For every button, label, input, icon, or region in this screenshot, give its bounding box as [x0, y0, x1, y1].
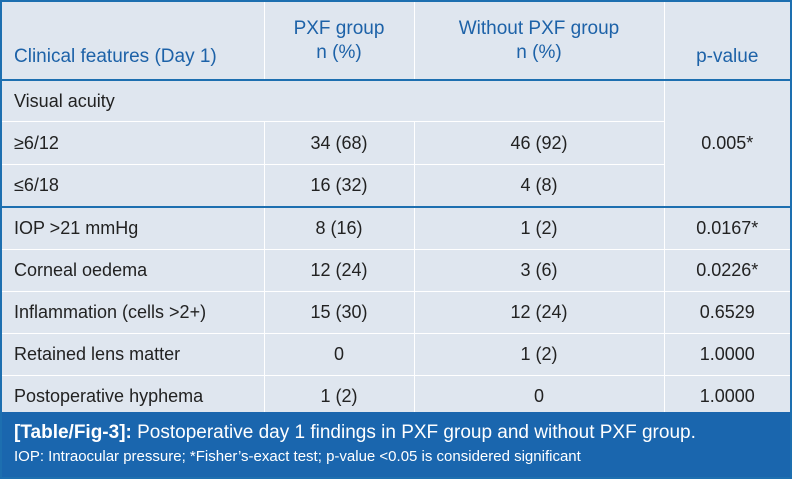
cell-without-pxf: 12 (24): [414, 291, 665, 334]
table-row: IOP >21 mmHg 8 (16) 1 (2) 0.0167*: [2, 207, 790, 250]
cell-pxf: 1 (2): [264, 375, 415, 417]
section-label-visual-acuity: Visual acuity: [2, 80, 665, 122]
figure-caption: [Table/Fig-3]: Postoperative day 1 findi…: [2, 412, 790, 477]
table-row: Corneal oedema 12 (24) 3 (6) 0.0226*: [2, 249, 790, 292]
table-row: Retained lens matter 0 1 (2) 1.0000: [2, 333, 790, 376]
caption-footnote: IOP: Intraocular pressure; *Fisher’s-exa…: [14, 448, 581, 465]
header-pxf-group: PXF group n (%): [264, 2, 415, 81]
table-row: ≥6/12 34 (68) 46 (92): [2, 121, 790, 165]
cell-without-pxf: 1 (2): [414, 333, 665, 376]
header-without-pxf-group: Without PXF group n (%): [414, 2, 665, 81]
cell-pxf: 12 (24): [264, 249, 415, 292]
cell-label: Inflammation (cells >2+): [2, 291, 265, 334]
cell-without-pxf: 3 (6): [414, 249, 665, 292]
cell-without-pxf: 4 (8): [414, 164, 665, 208]
cell-p-value: 0.6529: [664, 291, 790, 334]
cell-pxf: 16 (32): [264, 164, 415, 208]
cell-pxf: 0: [264, 333, 415, 376]
cell-label: Retained lens matter: [2, 333, 265, 376]
caption-title-line: [Table/Fig-3]: Postoperative day 1 findi…: [14, 420, 778, 446]
cell-label: Corneal oedema: [2, 249, 265, 292]
cell-p-value: 0.0167*: [664, 207, 790, 250]
caption-title: Postoperative day 1 findings in PXF grou…: [131, 422, 696, 443]
table-row: Postoperative hyphema 1 (2) 0 1.0000: [2, 375, 790, 417]
cell-p-value: 1.0000: [699, 386, 755, 406]
cell-label: Postoperative hyphema: [2, 375, 265, 417]
cell-without-pxf: 1 (2): [414, 207, 665, 250]
figure-reference: [Table/Fig-3]:: [14, 422, 132, 443]
table-row-section: Visual acuity 0.005*: [2, 80, 790, 208]
header-row: Clinical features (Day 1) PXF group n (%…: [2, 2, 790, 81]
cell-p-value: 1.0000: [664, 333, 790, 376]
cell-label: IOP >21 mmHg: [2, 207, 265, 250]
cell-label: ≤6/18: [2, 164, 265, 208]
cell-pxf: 8 (16): [264, 207, 415, 250]
table-row: Inflammation (cells >2+) 15 (30) 12 (24)…: [2, 291, 790, 334]
cell-without-pxf: 0: [414, 375, 665, 417]
cell-label: ≥6/12: [2, 121, 265, 165]
cell-p-value: 0.0226*: [664, 249, 790, 292]
table-row: ≤6/18 16 (32) 4 (8): [2, 164, 790, 208]
cell-pxf: 15 (30): [264, 291, 415, 334]
cell-va-pvalue: 0.005*: [664, 80, 790, 208]
header-p-value: p-value: [664, 2, 790, 81]
cell-without-pxf: 46 (92): [414, 121, 665, 165]
cell-pxf: 34 (68): [264, 121, 415, 165]
findings-table: Clinical features (Day 1) PXF group n (%…: [2, 2, 790, 417]
header-clinical-features: Clinical features (Day 1): [2, 2, 265, 81]
